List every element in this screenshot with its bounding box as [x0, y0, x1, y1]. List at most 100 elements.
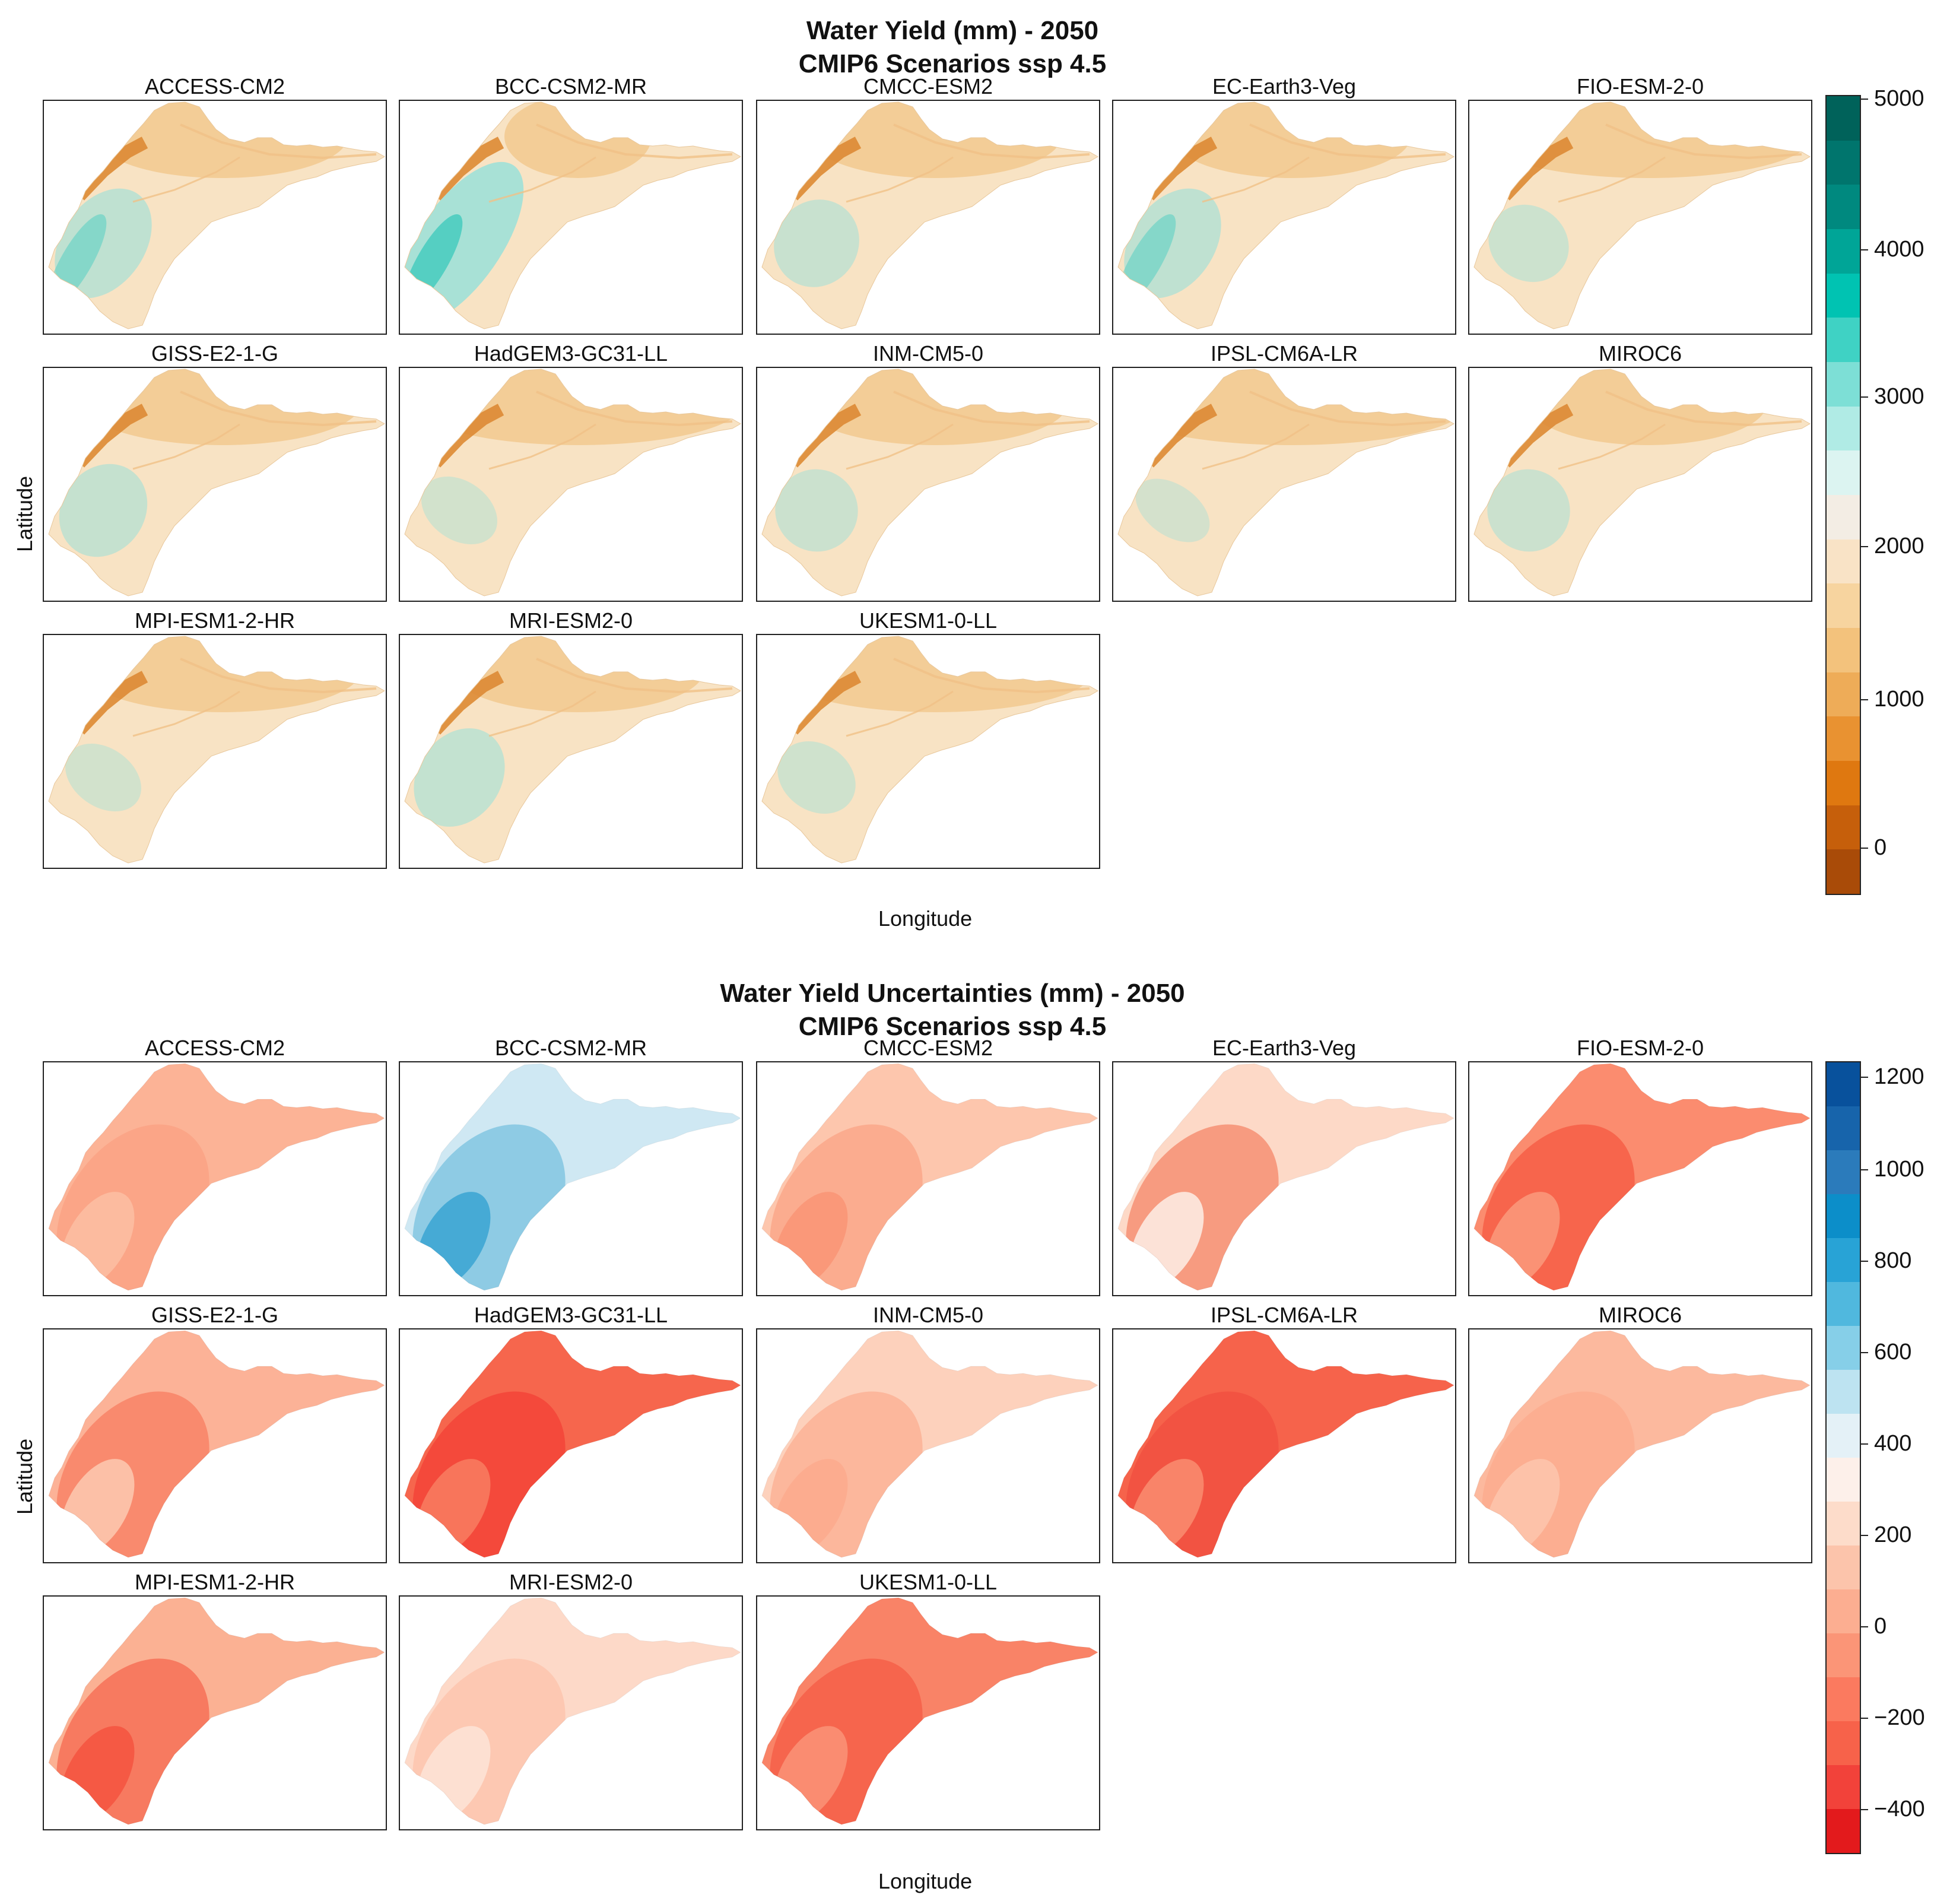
map-frame	[43, 367, 387, 602]
basin-map	[404, 1597, 742, 1825]
basin-map	[404, 369, 742, 596]
panel-title: CMCC-ESM2	[863, 74, 993, 99]
colorbar-segment	[1827, 185, 1860, 230]
map-frame	[399, 367, 743, 602]
map-panel: UKESM1-0-LL	[756, 609, 1100, 869]
basin-map	[48, 1597, 386, 1825]
colorbar-segment	[1827, 849, 1860, 894]
map-frame	[1468, 367, 1812, 602]
basin-zones	[405, 369, 741, 596]
map-frame	[43, 1061, 387, 1296]
panel-title: BCC-CSM2-MR	[495, 74, 647, 99]
colorbar-tick-mark	[1860, 546, 1868, 547]
basin-zones	[405, 102, 741, 329]
basin-map	[48, 1330, 386, 1558]
basin-map	[48, 636, 386, 864]
colorbar-tick-label: 0	[1874, 835, 1887, 860]
colorbar-segment	[1827, 406, 1860, 452]
colorbar-segment	[1827, 1062, 1860, 1107]
colorbar-segment	[1827, 318, 1860, 363]
colorbar-tick-label: 1000	[1874, 687, 1924, 712]
panel-title: EC-Earth3-Veg	[1212, 1036, 1357, 1060]
basin-zones	[49, 1331, 385, 1557]
colorbar-segment	[1827, 628, 1860, 673]
panel-title: MPI-ESM1-2-HR	[134, 608, 296, 633]
basin-zones	[1118, 1064, 1454, 1290]
basin-map	[761, 101, 1099, 329]
colorbar-segment	[1827, 450, 1860, 496]
panel-title: GISS-E2-1-G	[151, 1303, 279, 1327]
colorbar-segment	[1827, 273, 1860, 319]
colorbar-segment	[1827, 495, 1860, 540]
map-frame	[1112, 1328, 1456, 1563]
basin-map	[1117, 369, 1455, 596]
figure-subtitle: CMIP6 Scenarios ssp 4.5	[798, 1012, 1107, 1041]
colorbar-tick-mark	[1860, 1535, 1868, 1536]
colorbar-tick-mark	[1860, 99, 1868, 100]
colorbar-segment	[1827, 1765, 1860, 1810]
panel-title: FIO-ESM-2-0	[1576, 1036, 1704, 1060]
map-panel: MRI-ESM2-0	[399, 609, 743, 869]
colorbar	[1825, 95, 1861, 895]
basin-zones	[1118, 1331, 1454, 1557]
colorbar-tick-mark	[1860, 1352, 1868, 1353]
map-panel: ACCESS-CM2	[43, 75, 387, 335]
basin-map	[48, 1063, 386, 1291]
map-panel: IPSL-CM6A-LR	[1112, 1303, 1456, 1563]
map-frame	[43, 100, 387, 335]
colorbar-tick-label: −200	[1874, 1705, 1925, 1730]
x-axis-title: Longitude	[878, 906, 973, 931]
basin-map	[761, 636, 1099, 864]
panel-title: INM-CM5-0	[873, 1303, 983, 1327]
basin-zones	[762, 102, 1098, 329]
map-panel: GISS-E2-1-G	[43, 1303, 387, 1563]
colorbar-tick-mark	[1860, 699, 1868, 700]
figure-subtitle: CMIP6 Scenarios ssp 4.5	[798, 49, 1107, 78]
map-frame	[756, 1061, 1100, 1296]
panel-title: HadGEM3-GC31-LL	[474, 1303, 668, 1327]
colorbar-tick-label: 4000	[1874, 237, 1924, 262]
panel-title: CMCC-ESM2	[863, 1036, 993, 1060]
panel-title: MIROC6	[1598, 341, 1682, 366]
basin-map	[761, 1063, 1099, 1291]
map-panel: INM-CM5-0	[756, 341, 1100, 602]
basin-map	[404, 1330, 742, 1558]
colorbar-tick-mark	[1860, 1261, 1868, 1262]
basin-zones	[49, 102, 385, 329]
map-frame	[1468, 100, 1812, 335]
map-panel: ACCESS-CM2	[43, 1036, 387, 1296]
colorbar-segment	[1827, 1721, 1860, 1766]
colorbar-tick-label: 200	[1874, 1522, 1912, 1547]
basin-zones	[762, 636, 1098, 863]
map-frame	[399, 634, 743, 869]
colorbar-tick-mark	[1860, 848, 1868, 849]
basin-map	[1473, 1063, 1811, 1291]
colorbar-segment	[1827, 1238, 1860, 1283]
colorbar-tick-label: 1200	[1874, 1064, 1924, 1089]
basin-zones	[762, 1064, 1098, 1290]
colorbar-segment	[1827, 672, 1860, 718]
panel-title: UKESM1-0-LL	[859, 1570, 998, 1594]
map-frame	[756, 1328, 1100, 1563]
panel-title: INM-CM5-0	[873, 341, 983, 366]
water-yield-uncertainty-figure: Water Yield Uncertainties (mm) - 2050 CM…	[0, 961, 1950, 1904]
map-panel: FIO-ESM-2-0	[1468, 1036, 1812, 1296]
colorbar-segment	[1827, 1546, 1860, 1590]
basin-map	[404, 636, 742, 864]
map-frame	[1112, 1061, 1456, 1296]
colorbar-tick-label: 1000	[1874, 1157, 1924, 1182]
basin-zones	[1474, 369, 1810, 596]
panel-title: MRI-ESM2-0	[509, 1570, 633, 1594]
panel-title: MPI-ESM1-2-HR	[134, 1570, 296, 1594]
map-panel: BCC-CSM2-MR	[399, 74, 743, 335]
map-panel: MRI-ESM2-0	[399, 1570, 743, 1830]
panel-title: FIO-ESM-2-0	[1576, 74, 1704, 99]
basin-zones	[1474, 1331, 1810, 1557]
basin-map	[48, 369, 386, 596]
basin-map	[1117, 1330, 1455, 1558]
colorbar-segment	[1827, 805, 1860, 851]
colorbar-tick-mark	[1860, 1077, 1868, 1078]
basin-zones	[405, 636, 741, 863]
map-frame	[1112, 367, 1456, 602]
colorbar-segment	[1827, 1458, 1860, 1502]
